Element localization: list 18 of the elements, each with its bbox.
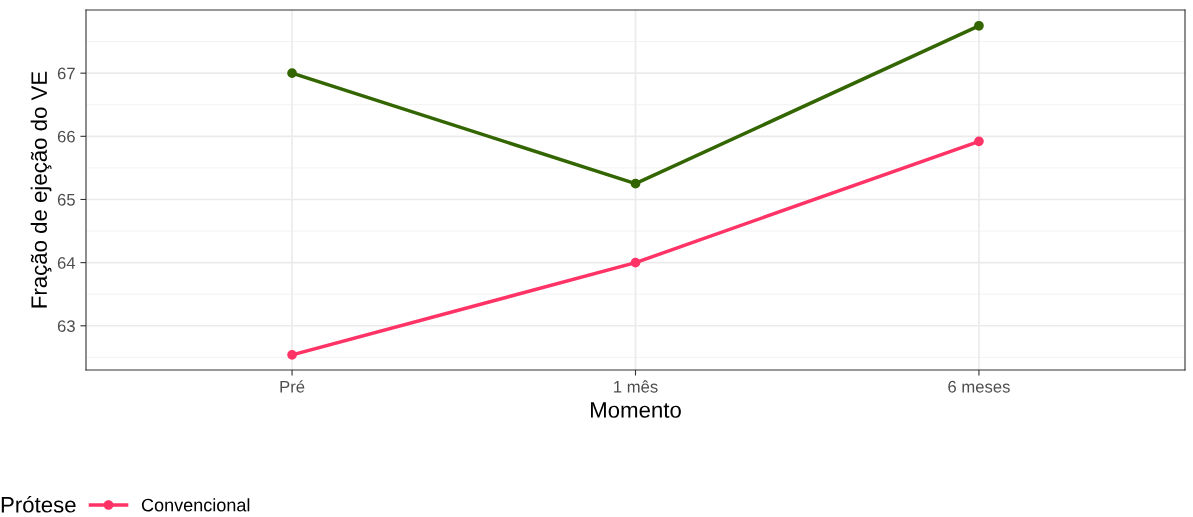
- x-tick-label: Pré: [280, 380, 305, 393]
- point: [974, 20, 984, 31]
- x-axis-title: Momento: [591, 402, 681, 418]
- x-tick-label: 6 meses: [948, 380, 1010, 393]
- point: [974, 136, 984, 147]
- point: [287, 349, 297, 360]
- y-tick-label: 67: [57, 67, 75, 80]
- y-tick-label: 64: [57, 257, 76, 269]
- point: [630, 178, 641, 189]
- legend-title: Prótese: [1, 496, 76, 513]
- point: [287, 68, 297, 79]
- y-tick-label: 65: [57, 193, 75, 206]
- x-tick-label: 1 mês: [614, 380, 658, 393]
- point: [630, 257, 641, 268]
- y-tick-label: 63: [57, 320, 75, 332]
- legend-label: Convencional: [141, 498, 250, 512]
- y-tick-label: 66: [57, 130, 75, 143]
- y-axis-title: Fração de ejeção do VE: [30, 71, 52, 308]
